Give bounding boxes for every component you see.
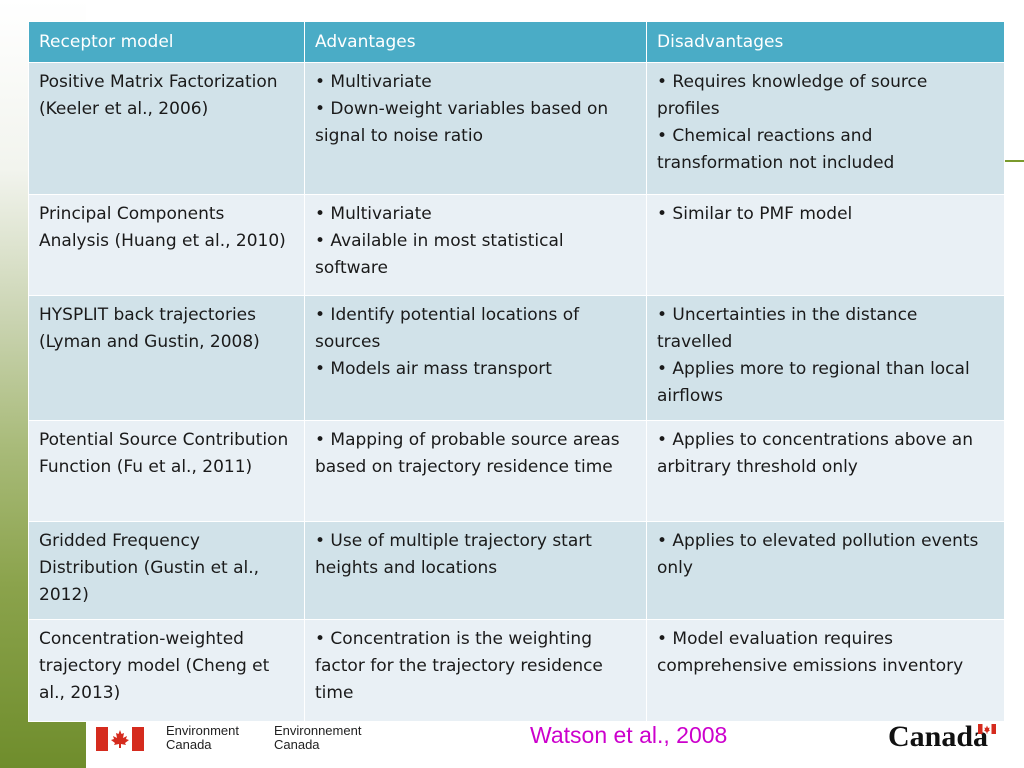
- dept-en-line2: Canada: [166, 737, 212, 752]
- model-cell: Concentration-weighted trajectory model …: [28, 619, 305, 722]
- table-row: Concentration-weighted trajectory model …: [28, 619, 1005, 722]
- header-disadvantages: Disadvantages: [646, 21, 1005, 63]
- table-row: Positive Matrix Factorization (Keeler et…: [28, 62, 1005, 195]
- disadvantages-cell: • Uncertainties in the distance travelle…: [646, 295, 1005, 421]
- citation-text: Watson et al., 2008: [530, 722, 728, 748]
- disadvantages-cell: • Requires knowledge of source profiles …: [646, 62, 1005, 195]
- canada-wordmark: Canada: [888, 720, 989, 753]
- advantage-item: • Available in most statistical software: [315, 231, 564, 278]
- advantages-cell: • Concentration is the weighting factor …: [304, 619, 647, 722]
- model-cell: HYSPLIT back trajectories (Lyman and Gus…: [28, 295, 305, 421]
- environment-canada-signature: Environment Canada Environnement Canada: [96, 724, 396, 756]
- disadvantage-item: • Similar to PMF model: [657, 204, 853, 224]
- disadvantage-item: • Applies more to regional than local ai…: [657, 359, 970, 406]
- advantage-item: • Use of multiple trajectory start heigh…: [315, 531, 592, 578]
- advantages-cell: • Multivariate • Down-weight variables b…: [304, 62, 647, 195]
- canada-flag-icon: [96, 727, 144, 751]
- dept-name-french: Environnement Canada: [274, 724, 361, 752]
- advantage-item: • Multivariate: [315, 72, 432, 92]
- advantages-cell: • Identify potential locations of source…: [304, 295, 647, 421]
- dept-fr-line1: Environnement: [274, 723, 362, 738]
- advantage-item: • Concentration is the weighting factor …: [315, 629, 603, 703]
- table-row: Potential Source Contribution Function (…: [28, 420, 1005, 522]
- dept-en-line1: Environment: [166, 723, 239, 738]
- advantages-cell: • Multivariate • Available in most stati…: [304, 194, 647, 296]
- disadvantage-item: • Requires knowledge of source profiles: [657, 72, 928, 119]
- model-cell: Potential Source Contribution Function (…: [28, 420, 305, 522]
- advantages-cell: • Mapping of probable source areas based…: [304, 420, 647, 522]
- model-cell: Gridded Frequency Distribution (Gustin e…: [28, 521, 305, 620]
- disadvantage-item: • Uncertainties in the distance travelle…: [657, 305, 918, 352]
- disadvantage-item: • Model evaluation requires comprehensiv…: [657, 629, 964, 676]
- advantage-item: • Mapping of probable source areas based…: [315, 430, 620, 477]
- disadvantage-item: • Applies to elevated pollution events o…: [657, 531, 979, 578]
- advantages-cell: • Use of multiple trajectory start heigh…: [304, 521, 647, 620]
- accent-line: [1004, 160, 1024, 162]
- table-row: Principal Components Analysis (Huang et …: [28, 194, 1005, 296]
- maple-leaf-icon: [111, 730, 129, 748]
- advantage-item: • Multivariate: [315, 204, 432, 224]
- disadvantage-item: • Chemical reactions and transformation …: [657, 126, 895, 173]
- table-header-row: Receptor model Advantages Disadvantages: [28, 21, 1005, 63]
- disadvantages-cell: • Similar to PMF model: [646, 194, 1005, 296]
- dept-fr-line2: Canada: [274, 737, 320, 752]
- model-cell: Positive Matrix Factorization (Keeler et…: [28, 62, 305, 195]
- disadvantages-cell: • Model evaluation requires comprehensiv…: [646, 619, 1005, 722]
- table-row: HYSPLIT back trajectories (Lyman and Gus…: [28, 295, 1005, 421]
- model-cell: Principal Components Analysis (Huang et …: [28, 194, 305, 296]
- dept-name-english: Environment Canada: [166, 724, 239, 752]
- disadvantages-cell: • Applies to elevated pollution events o…: [646, 521, 1005, 620]
- receptor-model-table: Receptor model Advantages Disadvantages …: [28, 21, 1005, 722]
- advantage-item: • Identify potential locations of source…: [315, 305, 580, 352]
- advantage-item: • Models air mass transport: [315, 359, 552, 379]
- header-receptor-model: Receptor model: [28, 21, 305, 63]
- header-advantages: Advantages: [304, 21, 647, 63]
- disadvantages-cell: • Applies to concentrations above an arb…: [646, 420, 1005, 522]
- table-row: Gridded Frequency Distribution (Gustin e…: [28, 521, 1005, 620]
- wordmark-flag-icon: [978, 724, 996, 734]
- disadvantage-item: • Applies to concentrations above an arb…: [657, 430, 974, 477]
- comparison-table-container: Receptor model Advantages Disadvantages …: [28, 21, 1005, 722]
- advantage-item: • Down-weight variables based on signal …: [315, 99, 609, 146]
